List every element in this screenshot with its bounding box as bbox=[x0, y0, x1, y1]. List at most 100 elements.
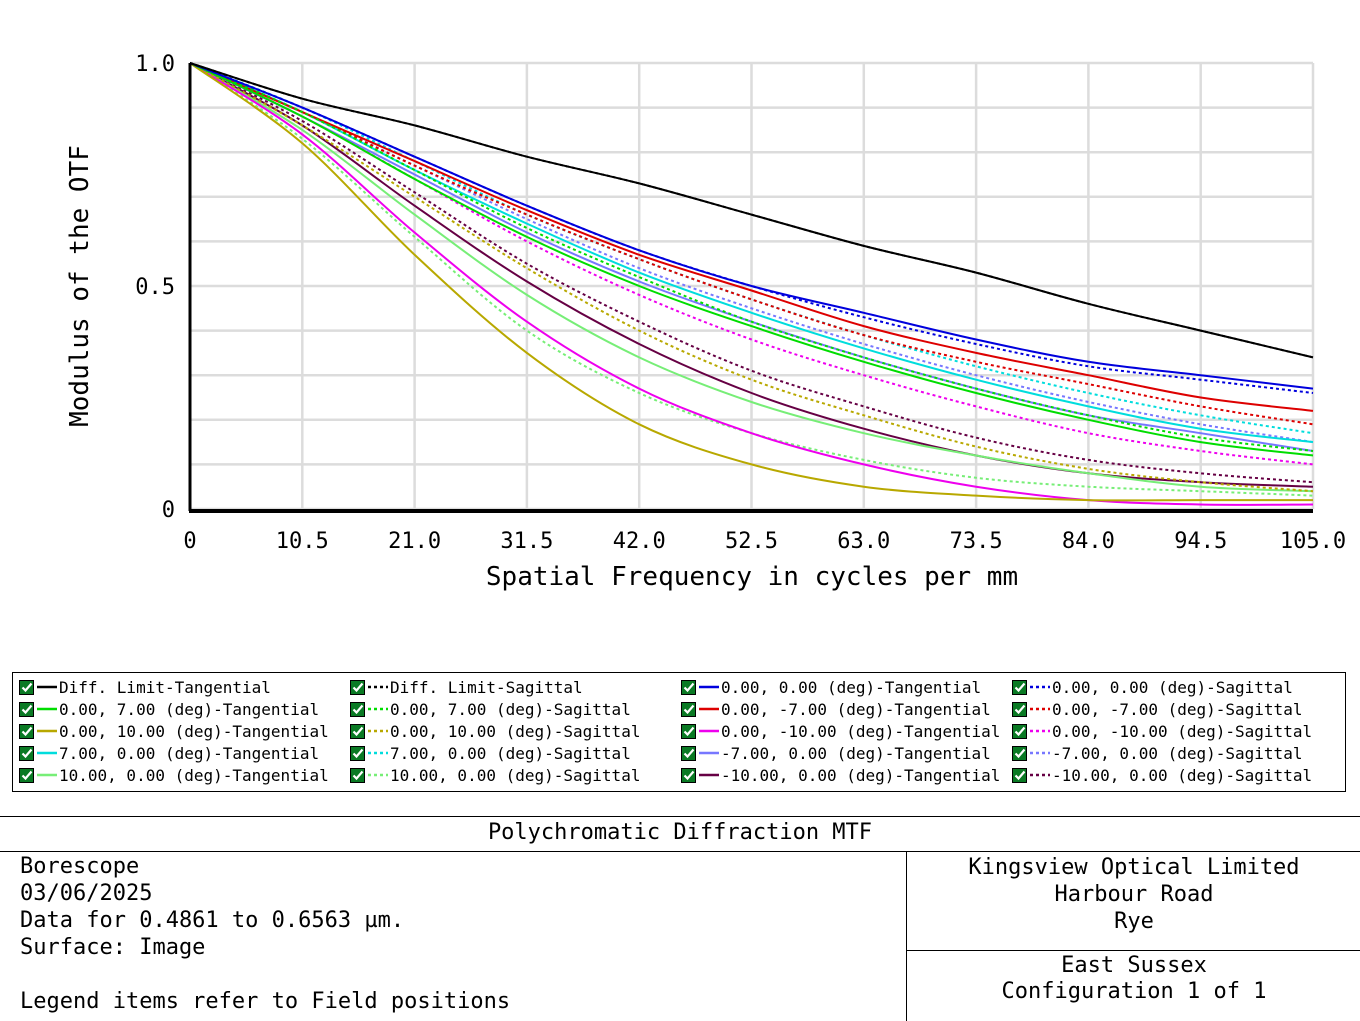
legend-item[interactable]: 7.00, 0.00 (deg)-Tangential bbox=[19, 743, 319, 763]
legend-swatch bbox=[1030, 707, 1050, 711]
spacer-line bbox=[20, 961, 510, 988]
x-tick-label: 73.5 bbox=[950, 529, 1003, 554]
legend-item[interactable]: -7.00, 0.00 (deg)-Sagittal bbox=[1012, 743, 1302, 763]
legend-swatch bbox=[37, 685, 57, 689]
checkbox-checked-icon[interactable] bbox=[350, 701, 365, 717]
y-axis-label: Modulus of the OTF bbox=[65, 145, 95, 427]
legend-label: 0.00, -7.00 (deg)-Sagittal bbox=[1052, 699, 1303, 719]
series-line-13 bbox=[189, 62, 1314, 435]
checkbox-checked-icon[interactable] bbox=[681, 701, 696, 717]
legend-label: 0.00, 10.00 (deg)-Tangential bbox=[59, 721, 329, 741]
checkbox-checked-icon[interactable] bbox=[681, 679, 696, 695]
legend-swatch bbox=[699, 773, 719, 777]
x-tick-label: 94.5 bbox=[1174, 529, 1227, 554]
company-name: Kingsview Optical Limited bbox=[968, 855, 1300, 880]
legend-swatch bbox=[37, 729, 57, 733]
legend-label: 0.00, -7.00 (deg)-Tangential bbox=[721, 699, 991, 719]
legend-swatch bbox=[699, 707, 719, 711]
checkbox-checked-icon[interactable] bbox=[19, 723, 34, 739]
legend-item[interactable]: 0.00, -10.00 (deg)-Tangential bbox=[681, 721, 1000, 741]
legend-swatch bbox=[1030, 751, 1050, 755]
checkbox-checked-icon[interactable] bbox=[1012, 701, 1027, 717]
legend-label: 0.00, 0.00 (deg)-Tangential bbox=[721, 677, 982, 697]
plot-axes bbox=[188, 63, 1313, 513]
legend-swatch bbox=[1030, 729, 1050, 733]
legend-item[interactable]: 0.00, 7.00 (deg)-Tangential bbox=[19, 699, 319, 719]
series-line-0 bbox=[189, 62, 1314, 359]
surface-text: Surface: Image bbox=[20, 935, 206, 960]
series-line-17 bbox=[189, 62, 1314, 497]
legend-swatch bbox=[37, 773, 57, 777]
legend-item[interactable]: -10.00, 0.00 (deg)-Tangential bbox=[681, 765, 1000, 785]
legend-label: Diff. Limit-Sagittal bbox=[390, 677, 583, 697]
legend-item[interactable]: 10.00, 0.00 (deg)-Tangential bbox=[19, 765, 329, 785]
legend-item[interactable]: 0.00, 10.00 (deg)-Tangential bbox=[19, 721, 329, 741]
lens-name: Borescope bbox=[20, 854, 140, 879]
checkbox-checked-icon[interactable] bbox=[350, 679, 365, 695]
x-axis-label: Spatial Frequency in cycles per mm bbox=[486, 562, 1018, 592]
plot-title: Polychromatic Diffraction MTF bbox=[0, 817, 1360, 852]
legend-item[interactable]: 0.00, -7.00 (deg)-Sagittal bbox=[1012, 699, 1302, 719]
legend-item[interactable]: -7.00, 0.00 (deg)-Tangential bbox=[681, 743, 991, 763]
address-line-3: East Sussex bbox=[1061, 953, 1207, 978]
legend-item[interactable]: 10.00, 0.00 (deg)-Sagittal bbox=[350, 765, 640, 785]
wavelength-range: Data for 0.4861 to 0.6563 µm. bbox=[20, 908, 405, 933]
checkbox-checked-icon[interactable] bbox=[19, 701, 34, 717]
legend-item[interactable]: 0.00, -10.00 (deg)-Sagittal bbox=[1012, 721, 1312, 741]
checkbox-checked-icon[interactable] bbox=[1012, 767, 1027, 783]
checkbox-checked-icon[interactable] bbox=[19, 767, 34, 783]
mtf-plot: 0 10.5 21.0 31.5 42.0 52.5 63.0 73.5 84.0 94.5 105… bbox=[65, 52, 1346, 592]
legend-swatch bbox=[699, 685, 719, 689]
checkbox-checked-icon[interactable] bbox=[350, 723, 365, 739]
checkbox-checked-icon[interactable] bbox=[1012, 745, 1027, 761]
legend-swatch bbox=[37, 707, 57, 711]
x-tick-label: 31.5 bbox=[500, 529, 553, 554]
legend-item[interactable]: 0.00, 0.00 (deg)-Sagittal bbox=[1012, 677, 1293, 697]
legend-swatch bbox=[368, 729, 388, 733]
checkbox-checked-icon[interactable] bbox=[1012, 723, 1027, 739]
series-line-5 bbox=[189, 62, 1314, 452]
legend-swatch bbox=[368, 707, 388, 711]
checkbox-checked-icon[interactable] bbox=[681, 767, 696, 783]
company-address: Kingsview Optical Limited Harbour Road R… bbox=[907, 851, 1360, 951]
legend-swatch bbox=[1030, 685, 1050, 689]
checkbox-checked-icon[interactable] bbox=[681, 745, 696, 761]
y-tick-label: 0.5 bbox=[135, 275, 175, 300]
legend-item[interactable]: 0.00, -7.00 (deg)-Tangential bbox=[681, 699, 991, 719]
x-tick-label: 42.0 bbox=[613, 529, 666, 554]
legend-item[interactable]: 7.00, 0.00 (deg)-Sagittal bbox=[350, 743, 631, 763]
legend-label: 0.00, -10.00 (deg)-Sagittal bbox=[1052, 721, 1313, 741]
y-tick-label: 1.0 bbox=[135, 52, 175, 77]
y-tick-label: 0 bbox=[162, 498, 175, 523]
legend-note: Legend items refer to Field positions bbox=[20, 989, 511, 1014]
legend-item[interactable]: -10.00, 0.00 (deg)-Sagittal bbox=[1012, 765, 1312, 785]
legend-label: -10.00, 0.00 (deg)-Sagittal bbox=[1052, 765, 1313, 785]
checkbox-checked-icon[interactable] bbox=[19, 679, 34, 695]
series-line-2 bbox=[189, 62, 1314, 390]
checkbox-checked-icon[interactable] bbox=[1012, 679, 1027, 695]
checkbox-checked-icon[interactable] bbox=[350, 767, 365, 783]
series-line-8 bbox=[189, 62, 1313, 502]
checkbox-checked-icon[interactable] bbox=[350, 745, 365, 761]
x-tick-label: 84.0 bbox=[1062, 529, 1115, 554]
checkbox-checked-icon[interactable] bbox=[681, 723, 696, 739]
legend: Diff. Limit-Tangential Diff. Limit-Sagitt… bbox=[12, 672, 1346, 792]
series-line-4 bbox=[189, 62, 1314, 457]
legend-item[interactable]: Diff. Limit-Sagittal bbox=[350, 677, 583, 697]
legend-item[interactable]: 0.00, 7.00 (deg)-Sagittal bbox=[350, 699, 631, 719]
legend-swatch bbox=[368, 685, 388, 689]
x-tick-label: 52.5 bbox=[725, 529, 778, 554]
legend-label: 10.00, 0.00 (deg)-Tangential bbox=[59, 765, 329, 785]
legend-item[interactable]: 0.00, 0.00 (deg)-Tangential bbox=[681, 677, 981, 697]
legend-label: 0.00, 7.00 (deg)-Sagittal bbox=[390, 699, 631, 719]
legend-label: 10.00, 0.00 (deg)-Sagittal bbox=[390, 765, 641, 785]
series-line-16 bbox=[189, 62, 1314, 493]
legend-item[interactable]: Diff. Limit-Tangential bbox=[19, 677, 271, 697]
x-tick-label: 0 bbox=[183, 529, 196, 554]
x-tick-label: 21.0 bbox=[388, 529, 441, 554]
legend-label: 0.00, -10.00 (deg)-Tangential bbox=[721, 721, 1001, 741]
series-line-9 bbox=[189, 62, 1314, 493]
checkbox-checked-icon[interactable] bbox=[19, 745, 34, 761]
legend-item[interactable]: 0.00, 10.00 (deg)-Sagittal bbox=[350, 721, 640, 741]
series-line-11 bbox=[189, 62, 1314, 466]
